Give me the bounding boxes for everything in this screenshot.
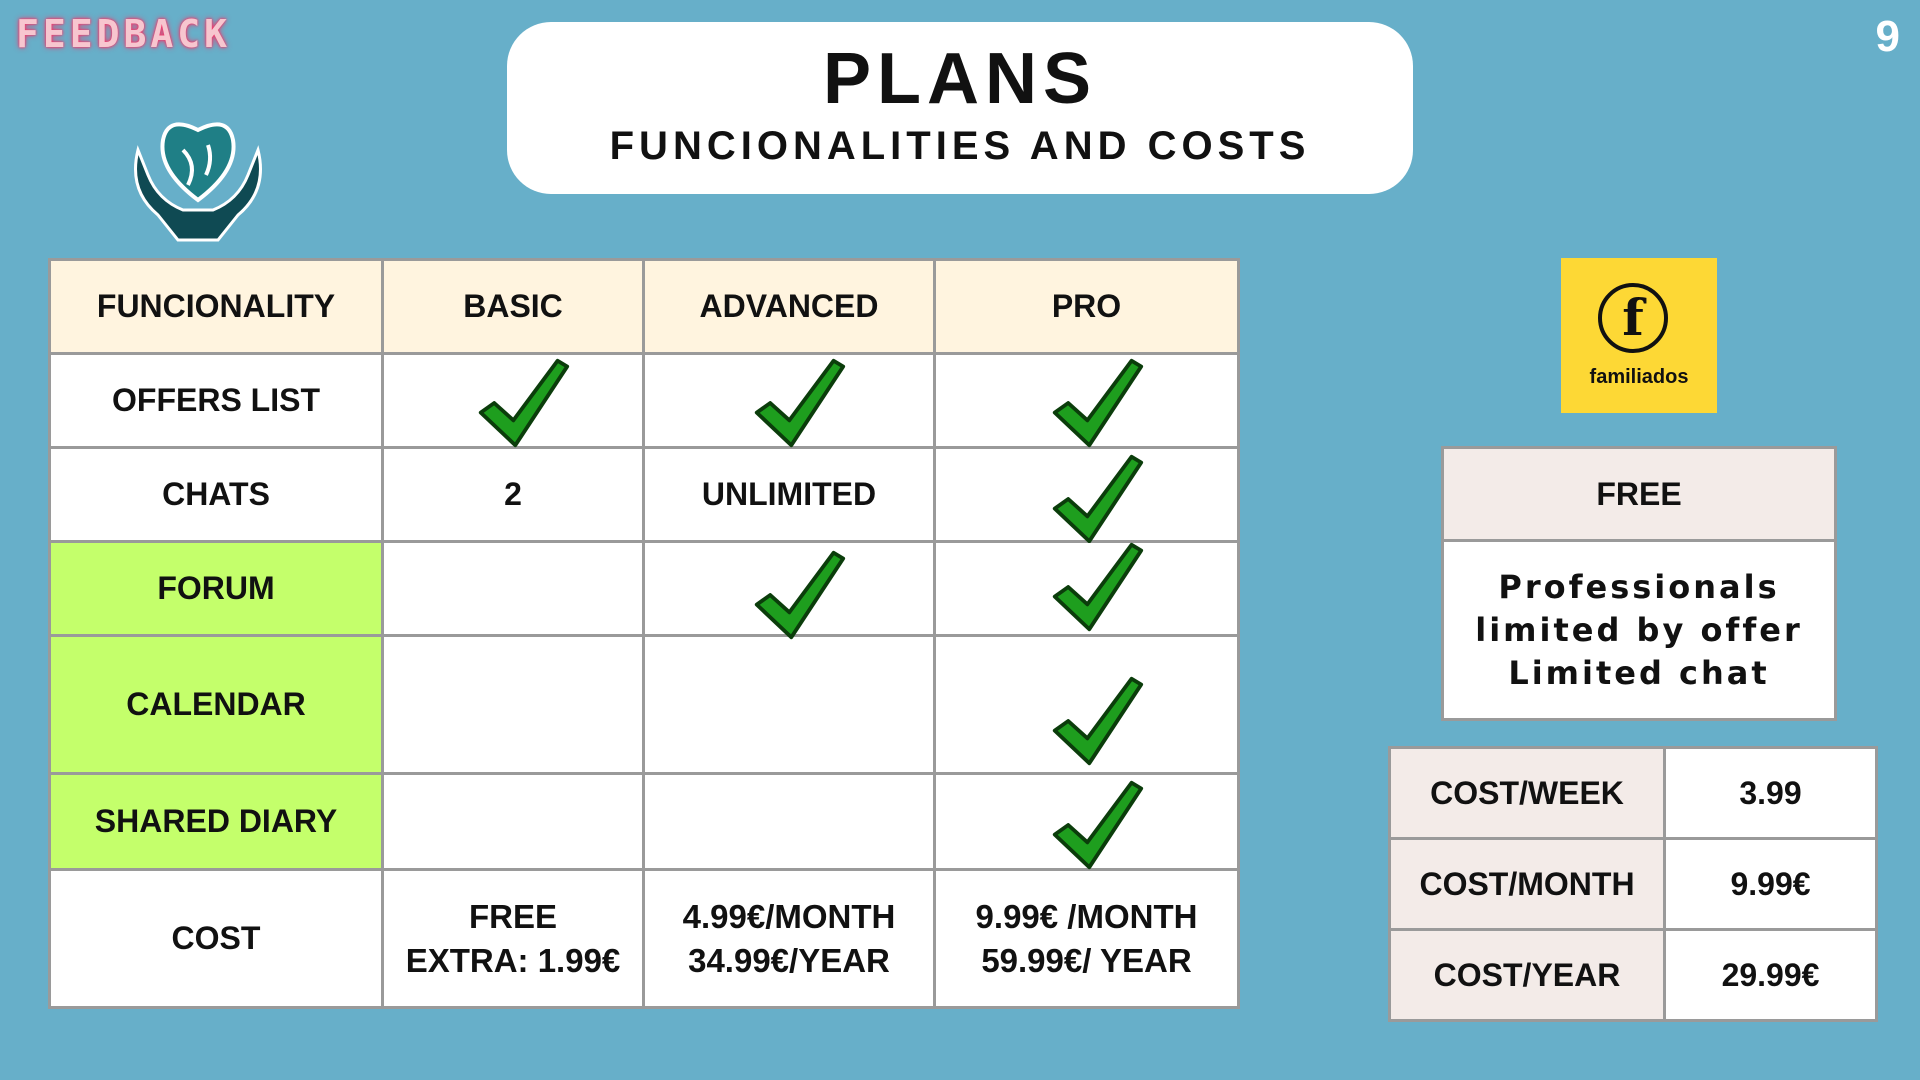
calendar-basic-cell [381, 634, 645, 775]
familiados-f-icon: f [1598, 283, 1668, 353]
row-label-calendar: CALENDAR [48, 634, 384, 775]
familiados-logo: f familiados [1561, 258, 1717, 413]
cost-month-value: 9.99€ [1663, 837, 1878, 931]
check-icon [1049, 539, 1145, 635]
header-advanced: ADVANCED [642, 258, 936, 355]
cost-week-label: COST/WEEK [1388, 746, 1666, 840]
table-row-calendar: CALENDAR [48, 634, 1240, 775]
title-card: PLANS FUNCIONALITIES AND COSTS [507, 22, 1413, 194]
cost-month-row: COST/MONTH 9.99€ [1388, 837, 1878, 931]
forum-pro-cell [933, 539, 1240, 637]
calendar-pro-cell [933, 634, 1240, 775]
forum-basic-cell [381, 540, 645, 637]
free-plan-box: FREE Professionals limited by offer Limi… [1441, 446, 1837, 721]
table-row-cost: COST FREE EXTRA: 1.99€ 4.99€/MONTH 34.99… [48, 868, 1240, 1009]
row-label-offers-list: OFFERS LIST [48, 352, 384, 449]
table-row-forum: FORUM [48, 539, 1240, 637]
row-label-cost: COST [48, 868, 384, 1009]
free-plan-line-3: Limited chat [1508, 653, 1770, 692]
offers-list-advanced-cell [642, 352, 936, 451]
forum-advanced-cell [642, 540, 936, 636]
calendar-advanced-cell [642, 634, 936, 775]
cost-basic-line-2: EXTRA: 1.99€ [405, 941, 621, 979]
page-title: PLANS [822, 39, 1098, 119]
hands-heart-logo-icon [134, 122, 262, 242]
check-icon [1049, 673, 1145, 769]
check-icon [1049, 451, 1145, 547]
table-row-offers-list: OFFERS LIST [48, 352, 1240, 451]
cost-pro-line-2: 59.99€/ YEAR [981, 941, 1192, 979]
free-plan-title: FREE [1441, 446, 1837, 542]
offers-list-basic-cell [381, 352, 645, 451]
table-header-row: FUNCIONALITY BASIC ADVANCED PRO [48, 258, 1240, 355]
page-subtitle: FUNCIONALITIES AND COSTS [609, 124, 1311, 168]
cost-month-label: COST/MONTH [1388, 837, 1666, 931]
cost-advanced-line-1: 4.99€/MONTH [682, 897, 896, 935]
header-basic: BASIC [381, 258, 645, 355]
chats-pro-cell [933, 446, 1240, 542]
header-pro: PRO [933, 258, 1240, 355]
familiados-name: familiados [1589, 366, 1689, 388]
cost-advanced-cell: 4.99€/MONTH 34.99€/YEAR [642, 868, 936, 1009]
free-plan-line-1: Professionals [1498, 567, 1780, 606]
table-row-shared-diary: SHARED DIARY [48, 772, 1240, 873]
row-label-chats: CHATS [48, 446, 384, 543]
page-number: 9 [1875, 12, 1900, 61]
cost-year-row: COST/YEAR 29.99€ [1388, 928, 1878, 1022]
cost-year-label: COST/YEAR [1388, 928, 1666, 1022]
cost-pro-line-1: 9.99€ /MONTH [975, 897, 1198, 935]
check-icon [1049, 355, 1145, 451]
table-row-chats: CHATS 2 UNLIMITED [48, 446, 1240, 543]
cost-basic-cell: FREE EXTRA: 1.99€ [381, 868, 645, 1009]
check-icon [751, 547, 847, 643]
free-plan-line-2: limited by offer [1475, 610, 1803, 649]
check-icon [475, 355, 571, 451]
cost-year-value: 29.99€ [1663, 928, 1878, 1022]
offers-list-pro-cell [933, 352, 1240, 451]
costs-table: COST/WEEK 3.99 COST/MONTH 9.99€ COST/YEA… [1388, 746, 1878, 1022]
header-funcionality: FUNCIONALITY [48, 258, 384, 355]
cost-week-value: 3.99 [1663, 746, 1878, 840]
cost-advanced-line-2: 34.99€/YEAR [688, 941, 890, 979]
check-icon [751, 355, 847, 451]
check-icon [1049, 777, 1145, 873]
shared-diary-pro-cell [933, 772, 1240, 873]
free-plan-description: Professionals limited by offer Limited c… [1441, 539, 1837, 721]
cost-pro-cell: 9.99€ /MONTH 59.99€/ YEAR [933, 868, 1240, 1009]
shared-diary-basic-cell [381, 772, 645, 871]
plans-table: FUNCIONALITY BASIC ADVANCED PRO OFFERS L… [48, 258, 1240, 1009]
cost-week-row: COST/WEEK 3.99 [1388, 746, 1878, 840]
row-label-shared-diary: SHARED DIARY [48, 772, 384, 871]
row-label-forum: FORUM [48, 540, 384, 637]
shared-diary-advanced-cell [642, 772, 936, 871]
chats-basic-value: 2 [381, 446, 645, 543]
chats-advanced-value: UNLIMITED [642, 446, 936, 543]
feedback-brand: FEEDBACK [16, 12, 232, 56]
cost-basic-line-1: FREE [468, 897, 557, 935]
